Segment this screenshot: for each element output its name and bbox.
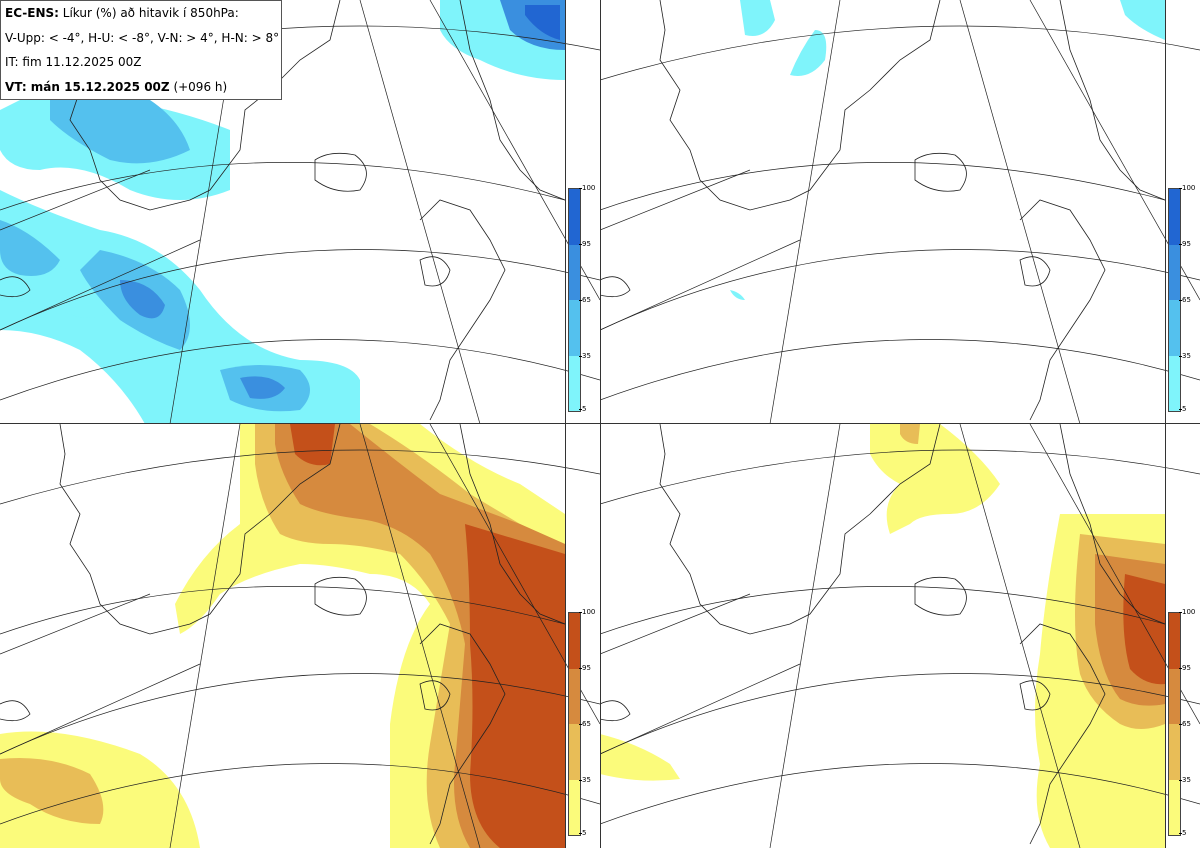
cb-seg-95-65 [1169,668,1180,724]
coastlines [600,0,1166,421]
colorbar-warm-bottom-right: 100 95 65 35 5 [1168,608,1196,837]
cb-seg-95-65 [1169,244,1180,300]
lead-time: (+096 h) [173,79,228,94]
cb-seg-35-5 [1169,355,1180,411]
cb-seg-65-35 [569,724,580,780]
cb-tick-35: 35 [1179,776,1191,784]
product-line: EC-ENS: Líkur (%) að hitavik í 850hPa: [5,7,277,32]
cb-tick-5: 5 [578,829,587,837]
cb-seg-100-95 [569,189,580,245]
cb-tick-5: 5 [1178,829,1187,837]
init-time: IT: fim 11.12.2025 00Z [5,55,142,69]
colorbar-cold-top-right: 100 95 65 35 5 [1168,184,1196,413]
cb-tick-95: 95 [579,664,591,672]
map-panel-h-u [600,0,1200,424]
map-panel-v-n [0,424,600,848]
cb-tick-65: 65 [579,720,591,728]
valid-time-line: VT: mán 15.12.2025 00Z (+096 h) [5,81,277,106]
coastlines [0,424,566,845]
cb-tick-95: 95 [1179,240,1191,248]
panel-divider-vertical-left [565,0,566,848]
map-panel-h-n [600,424,1200,848]
probability-map [0,424,600,848]
cb-seg-95-65 [569,244,580,300]
legend-box: EC-ENS: Líkur (%) að hitavik í 850hPa: V… [0,0,282,100]
product-label: EC-ENS: [5,6,59,20]
cb-tick-100: 100 [1178,608,1196,616]
probability-field [0,424,565,848]
coastlines [600,424,1166,845]
probability-map [600,424,1200,848]
thresholds-line: V-Upp: < -4°, H-U: < -8°, V-N: > 4°, H-N… [5,30,280,45]
cb-tick-5: 5 [1178,405,1187,413]
cb-seg-65-35 [1169,724,1180,780]
cb-tick-65: 65 [1179,720,1191,728]
cb-tick-35: 35 [1179,352,1191,360]
cb-seg-100-95 [1169,613,1180,669]
cb-tick-5: 5 [578,405,587,413]
probability-field [600,424,1165,848]
cb-tick-35: 35 [579,352,591,360]
valid-label: VT: mán 15.12.2025 00Z [5,79,170,94]
cb-tick-65: 65 [1179,296,1191,304]
panel-divider-right-edge [1165,0,1166,848]
cb-seg-95-65 [569,668,580,724]
cb-tick-100: 100 [1178,184,1196,192]
colorbar-warm-bottom-left: 100 95 65 35 5 [568,608,596,837]
probability-field [0,0,565,424]
probability-field [730,0,1165,300]
graticule [600,0,1200,424]
cb-seg-65-35 [569,300,580,356]
cb-tick-95: 95 [579,240,591,248]
colorbar-cold-top-left: 100 95 65 35 5 [568,184,596,413]
cb-seg-35-5 [569,779,580,835]
cb-tick-100: 100 [578,608,596,616]
cb-seg-100-95 [569,613,580,669]
graticule [0,424,600,848]
cb-seg-35-5 [1169,779,1180,835]
cb-tick-100: 100 [578,184,596,192]
product-desc: Líkur (%) að hitavik í 850hPa: [62,6,239,20]
probability-map [600,0,1200,424]
cb-seg-35-5 [569,355,580,411]
map-panel-v-upp: EC-ENS: Líkur (%) að hitavik í 850hPa: V… [0,0,600,424]
cb-tick-65: 65 [579,296,591,304]
panel-divider-vertical-right [600,0,601,848]
cb-seg-100-95 [1169,189,1180,245]
cb-seg-65-35 [1169,300,1180,356]
cb-tick-35: 35 [579,776,591,784]
cb-tick-95: 95 [1179,664,1191,672]
